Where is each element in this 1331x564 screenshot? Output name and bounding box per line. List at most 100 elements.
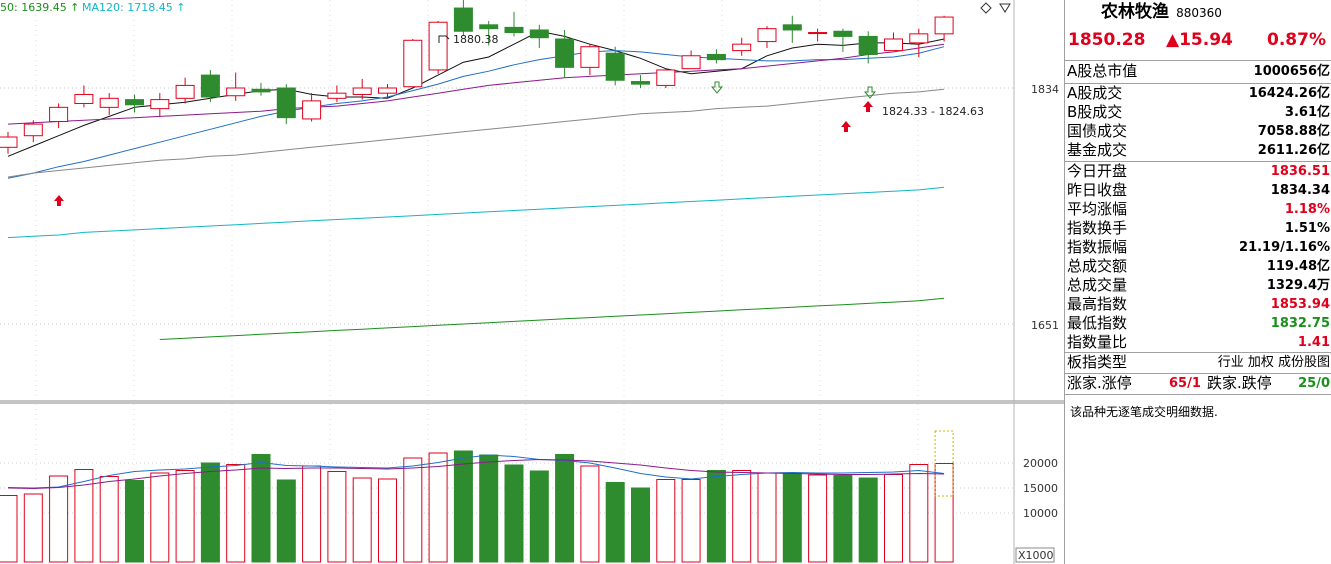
ma60-line	[7, 88, 945, 178]
candle	[0, 131, 18, 154]
price-axis-label: 1834	[1031, 83, 1059, 96]
stat-value: 1329.4万	[1266, 278, 1330, 293]
candle	[74, 85, 94, 108]
candle	[251, 82, 271, 96]
sell-arrow-icon	[710, 81, 724, 94]
volume-bar	[580, 465, 600, 563]
stat-value: 119.48亿	[1266, 259, 1330, 274]
volume-bar	[251, 454, 271, 563]
stat-value: 1836.51	[1270, 164, 1330, 179]
stat-label: 总成交量	[1067, 276, 1128, 294]
volume-bar	[808, 474, 828, 563]
current-volume-frame	[934, 430, 954, 497]
stat-row: 指数量比 1.41	[1065, 333, 1331, 352]
high-marker-line	[438, 35, 450, 43]
candlesticks	[0, 0, 954, 154]
last-price: 1850.28	[1068, 30, 1146, 50]
candle	[276, 84, 296, 125]
volume-bars	[0, 430, 954, 563]
stat-row: 最低指数 1832.75	[1065, 314, 1331, 333]
stat-row: 总成交额 119.48亿	[1065, 257, 1331, 276]
volume-bar	[226, 464, 246, 563]
panel-divider	[1064, 0, 1065, 564]
candle	[605, 46, 625, 86]
stat-value: 1832.75	[1270, 316, 1330, 331]
down-limit-label: 跌家.跌停	[1207, 374, 1272, 392]
candle	[580, 44, 600, 76]
ma5-line	[7, 30, 945, 157]
moving-average-lines	[7, 30, 945, 340]
candle	[757, 26, 777, 49]
up-limit-value: 65/1	[1169, 376, 1201, 391]
volume-bar	[757, 472, 777, 563]
stat-row: 基金成交 2611.26亿	[1065, 141, 1331, 160]
volume-bar	[909, 464, 929, 563]
volume-bar	[276, 479, 296, 563]
volume-bar	[884, 474, 903, 563]
stat-row: 指数换手 1.51%	[1065, 219, 1331, 238]
volume-bar	[74, 469, 94, 563]
stat-value: 7058.88亿	[1257, 124, 1330, 139]
candle	[125, 94, 144, 113]
stat-label: A股总市值	[1067, 62, 1138, 80]
index-name: 农林牧渔	[1101, 2, 1169, 22]
ma250-value: 50: 1639.45 ↑	[0, 1, 79, 14]
ma250-line	[159, 297, 945, 340]
candle	[732, 37, 752, 56]
volume-bar	[200, 462, 220, 563]
stat-label: 指数量比	[1067, 333, 1128, 351]
panel-divider-line	[1065, 352, 1331, 353]
volume-bar	[782, 473, 802, 563]
candle	[656, 68, 676, 88]
stat-label: 今日开盘	[1067, 162, 1128, 180]
candle	[529, 24, 549, 49]
index-type-row: 板指类型 行业 加权 成份股图	[1065, 353, 1331, 372]
index-type-value[interactable]: 行业 加权 成份股图	[1217, 355, 1330, 370]
candle	[226, 72, 246, 101]
volume-bar	[529, 470, 549, 563]
candle	[884, 32, 903, 52]
stat-label: 指数换手	[1067, 219, 1128, 237]
stat-label: 指数振幅	[1067, 238, 1128, 256]
stat-row: A股成交 16424.26亿	[1065, 84, 1331, 103]
stat-value: 2611.26亿	[1257, 143, 1330, 158]
candle	[49, 103, 69, 128]
volume-bar	[732, 470, 752, 563]
candle	[833, 28, 853, 52]
candle	[99, 93, 119, 116]
limit-row: 涨家.涨停 65/1 跌家.跌停 25/0	[1065, 374, 1331, 393]
volume-unit-box	[1015, 547, 1055, 563]
triangle-down-icon[interactable]	[999, 3, 1011, 13]
candle	[631, 75, 650, 88]
volume-bar	[479, 454, 499, 563]
index-type-label: 板指类型	[1067, 353, 1128, 371]
stat-value: 1.51%	[1284, 221, 1330, 236]
volume-unit-label: X1000	[1018, 549, 1054, 562]
candle	[808, 28, 828, 42]
signal-markers: 1880.38 1824.33 - 1824.63	[54, 33, 984, 206]
stat-label: 最高指数	[1067, 295, 1128, 313]
volume-bar	[605, 482, 625, 563]
kline-chart[interactable]: 1834 1651 20000 15000 10000 X1000 50: 1639.45…	[0, 0, 1064, 564]
volume-bar	[428, 452, 448, 563]
ma20-line	[7, 43, 945, 125]
volume-bar	[352, 477, 372, 563]
stat-row: 国债成交 7058.88亿	[1065, 122, 1331, 141]
stat-label: 平均涨幅	[1067, 200, 1128, 218]
price-axis-label: 1651	[1031, 319, 1059, 332]
volume-bar	[125, 480, 144, 563]
volume-axis-label: 15000	[1023, 482, 1058, 495]
panel-divider-line	[1065, 161, 1331, 162]
volume-bar	[858, 477, 878, 563]
panel-divider-line	[1065, 83, 1331, 84]
stat-value: 1853.94	[1270, 297, 1330, 312]
stat-row: 指数振幅 21.19/1.16%	[1065, 238, 1331, 257]
volume-bar	[0, 495, 18, 563]
stat-row: B股成交 3.61亿	[1065, 103, 1331, 122]
stat-value: 1.18%	[1284, 202, 1330, 217]
candle	[428, 20, 448, 74]
diamond-icon[interactable]	[980, 2, 992, 14]
stat-value: 1000656亿	[1253, 64, 1330, 79]
stat-row: 平均涨幅 1.18%	[1065, 200, 1331, 219]
index-code: 880360	[1176, 6, 1222, 20]
